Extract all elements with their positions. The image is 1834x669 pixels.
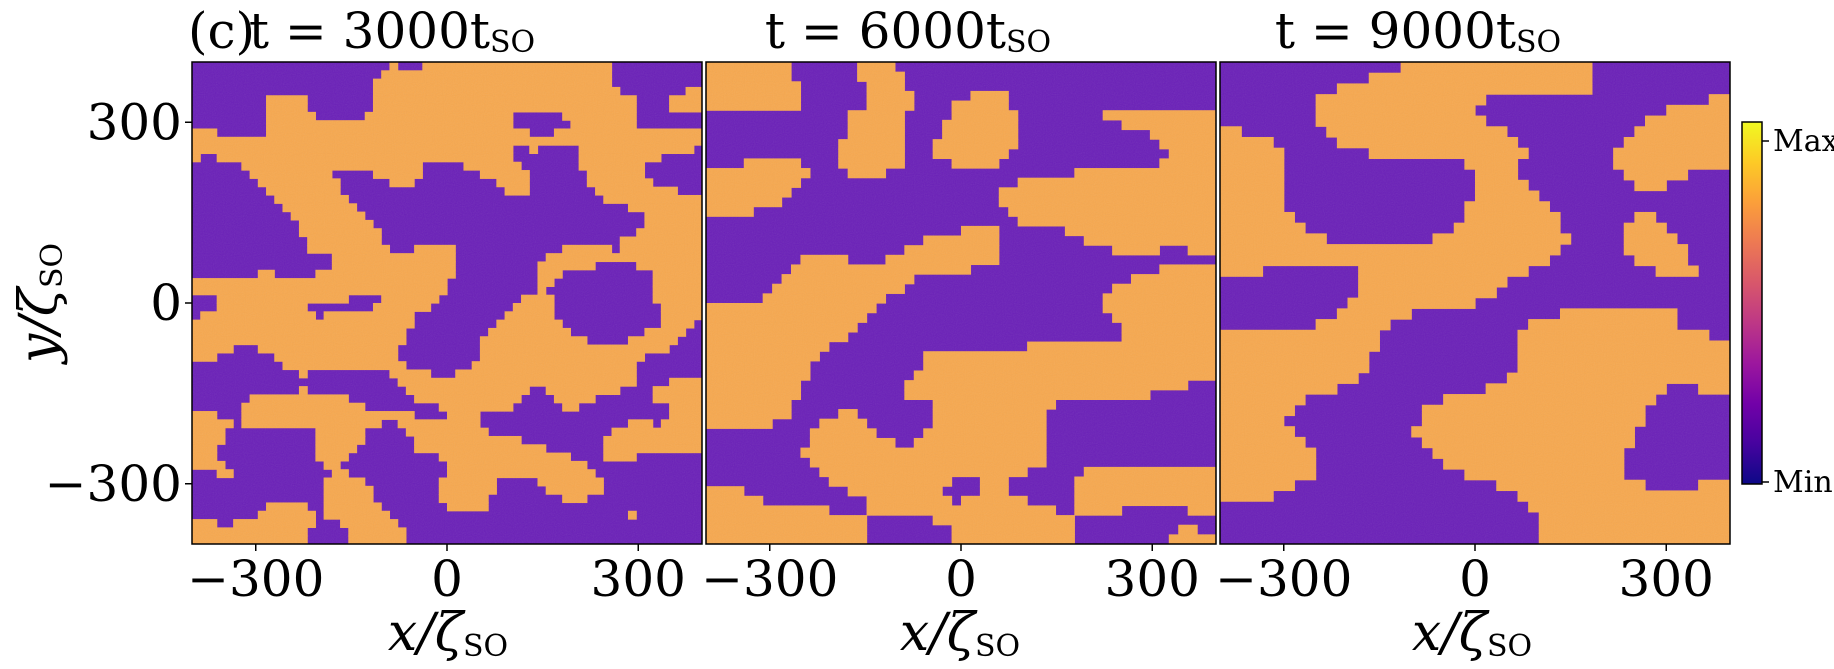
title-text-2: t = 6000t <box>765 2 1006 60</box>
title-sub-3: SO <box>1516 25 1561 60</box>
title-text-3: t = 9000t <box>1275 2 1516 60</box>
title-sub-2: SO <box>1006 25 1051 60</box>
heatmap-panel-3 <box>1219 61 1731 545</box>
svg-text:y/ζSO: y/ζSO <box>9 243 70 365</box>
heatmap-panel-1 <box>191 61 703 545</box>
colorbar-max-label: Max <box>1773 124 1834 159</box>
noise-texture <box>192 62 702 544</box>
xtick-label: 300 <box>1619 550 1714 608</box>
colorbar-gradient <box>1741 121 1763 485</box>
colorbar: Max Min <box>1741 121 1834 500</box>
title-sub-1: SO <box>490 25 535 60</box>
title-text-1: t = 3000t <box>249 2 490 60</box>
colorbar-min-label: Min <box>1773 465 1833 500</box>
ytick-label: −300 <box>45 455 182 513</box>
ytick-label: 300 <box>87 93 182 151</box>
panel-tag: (c) <box>188 2 255 60</box>
heatmap-panels <box>191 61 1731 545</box>
xtick-label: 300 <box>591 550 686 608</box>
svg-text:x/ζSO: x/ζSO <box>900 603 1020 664</box>
ylabel: y/ζSO <box>9 243 70 365</box>
noise-texture <box>706 62 1216 544</box>
xtick-label: 0 <box>1459 550 1491 608</box>
xtick-label: −300 <box>187 550 324 608</box>
noise-texture <box>1220 62 1730 544</box>
xtick-label: −300 <box>701 550 838 608</box>
svg-text:t = 3000tSO: t = 3000tSO <box>249 2 535 60</box>
heatmap-panel-2 <box>705 61 1217 545</box>
xlabel-panel-1: x/ζSO <box>388 603 508 664</box>
xtick-label: 0 <box>945 550 977 608</box>
svg-text:t = 6000tSO: t = 6000tSO <box>765 2 1051 60</box>
xtick-label: 300 <box>1105 550 1200 608</box>
svg-text:x/ζSO: x/ζSO <box>1412 603 1532 664</box>
xtick-label: −300 <box>1215 550 1352 608</box>
svg-text:t = 9000tSO: t = 9000tSO <box>1275 2 1561 60</box>
title-panel-1: t = 3000tSO <box>249 2 535 60</box>
xlabel-panel-2: x/ζSO <box>900 603 1020 664</box>
xtick-label: 0 <box>431 550 463 608</box>
axis-ticks: −300 0 300 −300 0 300 −300 0 300 −300 0 300 <box>45 93 1714 608</box>
title-panel-3: t = 9000tSO <box>1275 2 1561 60</box>
svg-text:x/ζSO: x/ζSO <box>388 603 508 664</box>
title-panel-2: t = 6000tSO <box>765 2 1051 60</box>
xlabel-panel-3: x/ζSO <box>1412 603 1532 664</box>
ytick-label: 0 <box>150 274 182 332</box>
